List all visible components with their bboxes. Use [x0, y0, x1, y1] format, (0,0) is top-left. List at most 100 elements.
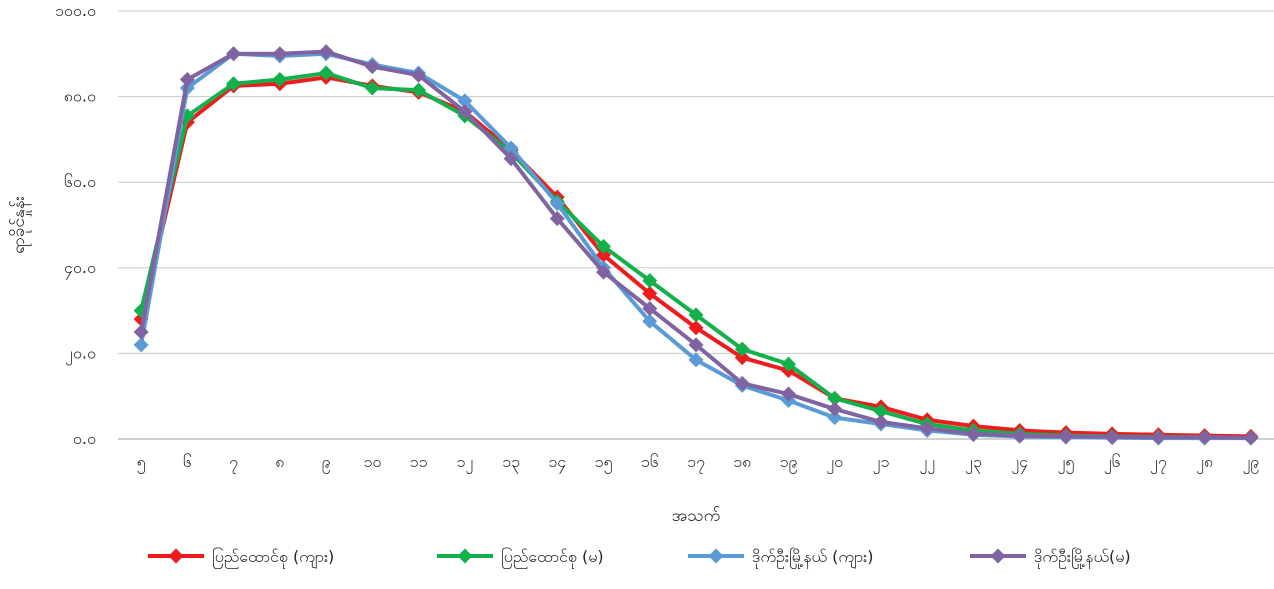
legend-label: ပြည်ထောင်စု (မ) [501, 547, 604, 569]
data-point [318, 44, 334, 60]
x-tick-label: ၂၃ [965, 452, 982, 474]
legend-item: ပြည်ထောင်စု (ကျား) [148, 547, 334, 569]
data-point [965, 426, 981, 442]
data-point [827, 401, 843, 417]
x-tick-label: ၅ [137, 452, 146, 474]
legend-swatch-marker [708, 548, 724, 564]
x-axis-ticks: ၅ ၆ ၇ ၈ ၉ ၁၀ ၁၁ ၁၂ ၁၃ ၁၄ ၁၅ ၁၆ ၁၇ ၁၈ ၁၉ ၂၀ ၂၁ ၂၂ ၂၃ ၂၄ ၂၅ ၂၆ ၂… [137, 452, 1260, 474]
series-lines [133, 44, 1259, 446]
legend-swatch-marker [457, 548, 473, 564]
data-point [688, 337, 704, 353]
y-axis-ticks: ၀.၀ ၂၀.၀ ၄၀.၀ ၆၀.၀ ၈၀.၀ ၁၀၀.၀ [55, 1, 96, 448]
data-point [457, 93, 473, 109]
legend: ပြည်ထောင်စု (ကျား) ပြည်ထောင်စု (မ) ဒိုက်ဦး… [148, 547, 1131, 569]
data-point [226, 46, 242, 62]
legend-item: ပြည်ထောင်စု (မ) [437, 547, 604, 569]
data-point [503, 151, 519, 167]
data-point [827, 390, 843, 406]
x-tick-label: ၂၁ [873, 452, 890, 474]
data-point [457, 104, 473, 120]
data-point [688, 320, 704, 336]
data-point [226, 76, 242, 92]
x-tick-label: ၂၅ [1057, 452, 1074, 474]
x-tick-label: ၁၉ [779, 452, 797, 474]
data-point [549, 211, 565, 227]
x-tick-label: ၂၄ [1011, 452, 1028, 474]
series-line [139, 75, 1251, 439]
data-point [364, 59, 380, 75]
x-tick-label: ၁၈ [733, 452, 751, 471]
data-point [411, 67, 427, 83]
data-point [503, 140, 519, 156]
data-point [549, 196, 565, 212]
y-axis-title: ရာခိုင်နှုန်း [9, 196, 32, 254]
data-point [873, 414, 889, 430]
data-point [318, 65, 334, 81]
gridlines [118, 10, 1274, 440]
y-tick-label: ၄၀.၀ [64, 258, 96, 280]
x-axis-title: အသက် [672, 506, 721, 526]
series-3 [133, 44, 1259, 446]
x-tick-label: ၂၂ [919, 452, 935, 474]
x-tick-label: ၁၁ [410, 452, 428, 471]
series-line [139, 49, 1251, 440]
legend-swatch-marker [990, 548, 1006, 564]
data-point [596, 238, 612, 254]
series-2 [133, 46, 1259, 446]
series-line [139, 71, 1251, 440]
series-line [139, 51, 1251, 441]
x-tick-label: ၁၄ [548, 452, 566, 474]
x-tick-label: ၁၃ [502, 452, 520, 474]
x-tick-label: ၂၇ [1150, 452, 1167, 474]
data-point [1150, 429, 1166, 445]
legend-item: ဒိုက်ဦးမြို့နယ် (ကျား) [688, 547, 873, 569]
y-tick-label: ၆၀.၀ [64, 172, 96, 191]
x-tick-label: ၇ [229, 452, 238, 474]
data-point [1197, 429, 1213, 445]
data-point [272, 71, 288, 87]
x-tick-label: ၂၀ [826, 452, 843, 474]
x-tick-label: ၁၇ [687, 452, 705, 474]
data-point [133, 337, 149, 353]
x-tick-label: ၂၆ [1104, 452, 1121, 474]
data-point [642, 313, 658, 329]
data-point [1012, 428, 1028, 444]
data-point [642, 285, 658, 301]
data-point [411, 82, 427, 98]
data-point [179, 71, 195, 87]
y-tick-label: ၀.၀ [73, 429, 96, 448]
series-0 [133, 69, 1259, 444]
data-point [596, 264, 612, 280]
data-point [919, 420, 935, 436]
x-tick-label: ၂၉ [1242, 452, 1259, 474]
legend-label: ဒိုက်ဦးမြို့နယ် (ကျား) [752, 547, 873, 569]
x-tick-label: ၁၅ [595, 452, 613, 474]
data-point [780, 386, 796, 402]
x-tick-label: ၁၀ [363, 452, 381, 471]
data-point [734, 341, 750, 357]
series-1 [133, 65, 1259, 446]
legend-label: ဒိုက်ဦးမြို့နယ်(မ) [1034, 547, 1131, 569]
x-tick-label: ၁၂ [456, 452, 473, 474]
data-point [873, 403, 889, 419]
data-point [688, 307, 704, 323]
y-tick-label: ၂၀.၀ [65, 343, 96, 365]
data-point [133, 324, 149, 340]
x-tick-label: ၂၈ [1196, 452, 1213, 474]
data-point [1243, 430, 1259, 446]
y-tick-label: ၁၀၀.၀ [55, 1, 96, 20]
data-point [780, 356, 796, 372]
data-point [1058, 428, 1074, 444]
data-point [734, 350, 750, 366]
data-point [642, 300, 658, 316]
legend-item: ဒိုက်ဦးမြို့နယ်(မ) [970, 547, 1131, 569]
data-point [364, 80, 380, 96]
data-point [688, 352, 704, 368]
data-point [734, 375, 750, 391]
x-tick-label: ၈ [275, 452, 284, 471]
x-tick-label: ၁၆ [641, 452, 659, 471]
x-tick-label: ၆ [183, 452, 192, 471]
y-tick-label: ၈၀.၀ [64, 87, 96, 106]
legend-label: ပြည်ထောင်စု (ကျား) [212, 547, 334, 569]
